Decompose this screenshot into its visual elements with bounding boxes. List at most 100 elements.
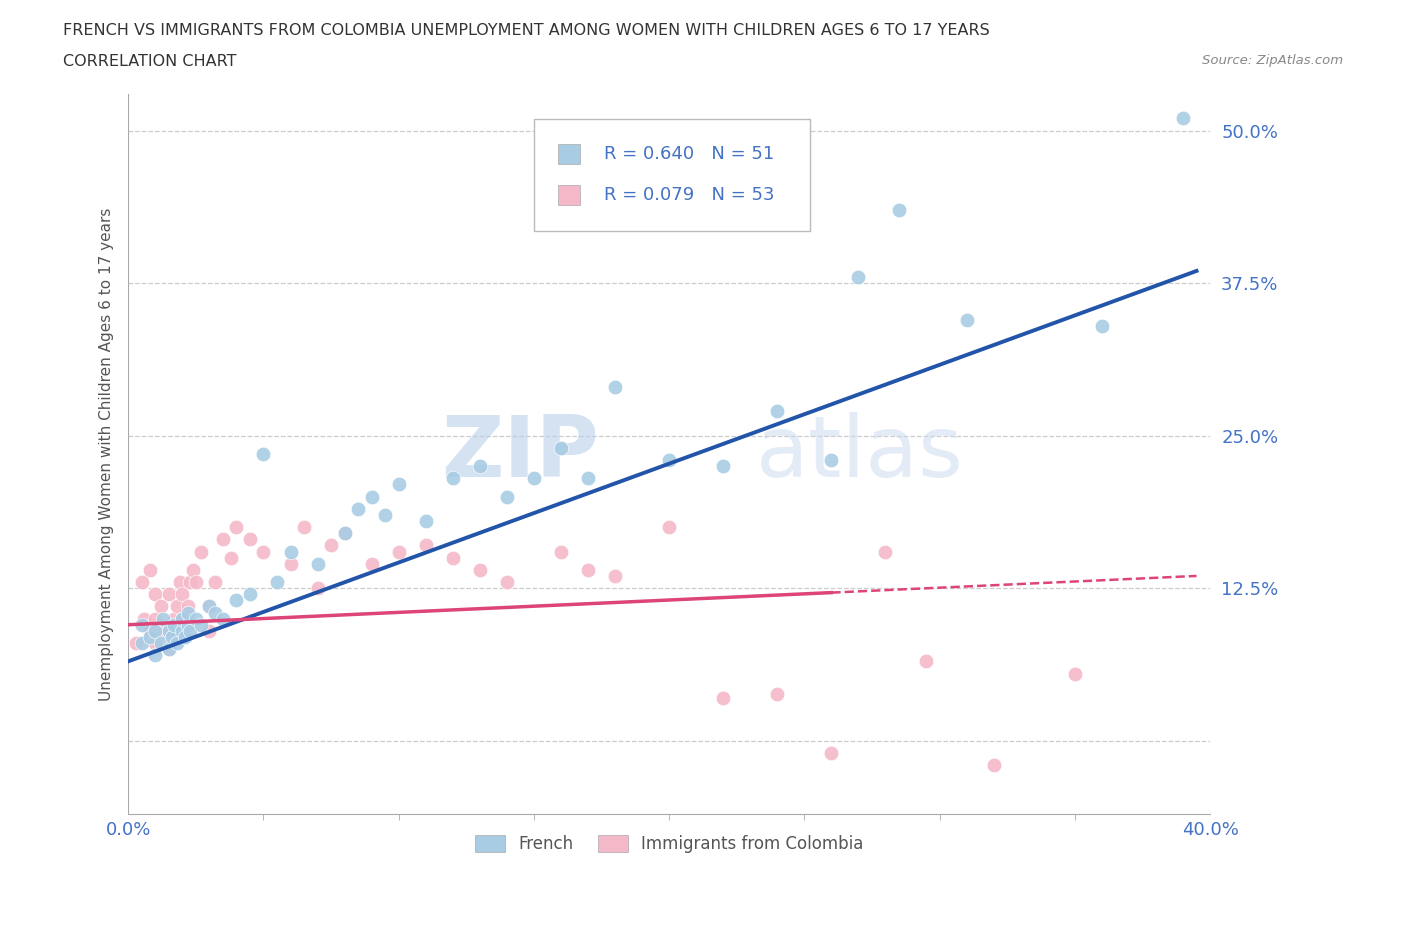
Point (225, 593, 247, 608)
Point (172, 587, 194, 602)
Point (152, 611, 174, 626)
Point (239, 587, 262, 602)
Point (177, 605, 200, 620)
Point (172, 623, 194, 638)
Point (143, 611, 166, 626)
Point (149, 635, 172, 650)
Point (198, 599, 221, 614)
Point (468, 563, 491, 578)
Point (956, 312, 979, 327)
FancyBboxPatch shape (558, 144, 581, 164)
Point (163, 611, 186, 626)
Point (174, 630, 197, 644)
Point (184, 611, 207, 626)
Point (143, 623, 166, 638)
Point (766, 687, 789, 702)
Point (143, 635, 166, 650)
Text: atlas: atlas (755, 412, 963, 496)
Point (307, 580, 329, 595)
Text: Source: ZipAtlas.com: Source: ZipAtlas.com (1202, 54, 1343, 67)
Point (163, 618, 186, 632)
Text: CORRELATION CHART: CORRELATION CHART (63, 54, 236, 69)
Point (550, 544, 572, 559)
Point (198, 599, 221, 614)
Point (360, 556, 382, 571)
Point (131, 635, 153, 650)
Point (143, 648, 166, 663)
Point (181, 563, 204, 578)
Point (131, 618, 153, 632)
Point (280, 544, 302, 559)
Point (204, 605, 226, 620)
Point (496, 575, 519, 590)
Point (125, 635, 148, 650)
Point (143, 587, 166, 602)
Point (157, 623, 180, 638)
Point (190, 544, 212, 559)
FancyBboxPatch shape (558, 185, 581, 205)
Point (212, 611, 235, 626)
Point (198, 623, 221, 638)
Point (319, 538, 342, 552)
Point (333, 525, 356, 540)
Point (915, 654, 938, 669)
Point (204, 575, 226, 590)
Text: ZIP: ZIP (441, 412, 599, 496)
Point (184, 575, 207, 590)
Point (172, 611, 194, 626)
Point (576, 471, 599, 485)
Point (179, 623, 201, 638)
Point (415, 513, 437, 528)
Point (820, 453, 842, 468)
Point (139, 630, 162, 644)
Point (149, 599, 172, 614)
Y-axis label: Unemployment Among Women with Children Ages 6 to 17 years: Unemployment Among Women with Children A… (100, 207, 114, 700)
Point (252, 544, 274, 559)
Point (333, 525, 356, 540)
Point (266, 575, 288, 590)
Point (848, 270, 870, 285)
Point (166, 635, 188, 650)
Point (152, 623, 174, 638)
Point (468, 458, 491, 473)
Point (172, 630, 194, 644)
Point (576, 563, 599, 578)
Point (1063, 666, 1085, 681)
Text: R = 0.079   N = 53: R = 0.079 N = 53 (605, 186, 775, 204)
Point (658, 453, 681, 468)
Point (983, 758, 1005, 773)
Point (131, 575, 153, 590)
Point (603, 568, 626, 583)
Point (157, 642, 180, 657)
Point (441, 471, 464, 485)
Point (169, 575, 191, 590)
Point (415, 538, 437, 552)
Point (1091, 318, 1114, 333)
Point (139, 623, 162, 638)
Point (711, 458, 734, 473)
FancyBboxPatch shape (534, 119, 810, 231)
Point (292, 520, 315, 535)
Point (523, 471, 546, 485)
Point (160, 630, 183, 644)
Point (820, 745, 842, 760)
Point (887, 203, 910, 218)
Point (139, 563, 162, 578)
Point (307, 556, 329, 571)
Point (388, 544, 411, 559)
Point (166, 599, 188, 614)
Point (658, 520, 681, 535)
Point (157, 587, 180, 602)
Point (252, 446, 274, 461)
Text: R = 0.640   N = 51: R = 0.640 N = 51 (605, 145, 775, 163)
Point (766, 404, 789, 418)
Point (157, 642, 180, 657)
Point (239, 532, 262, 547)
Point (603, 379, 626, 394)
Point (225, 520, 247, 535)
Point (134, 611, 156, 626)
Point (219, 551, 242, 565)
Point (179, 575, 201, 590)
Point (496, 489, 519, 504)
Text: FRENCH VS IMMIGRANTS FROM COLOMBIA UNEMPLOYMENT AMONG WOMEN WITH CHILDREN AGES 6: FRENCH VS IMMIGRANTS FROM COLOMBIA UNEMP… (63, 23, 990, 38)
